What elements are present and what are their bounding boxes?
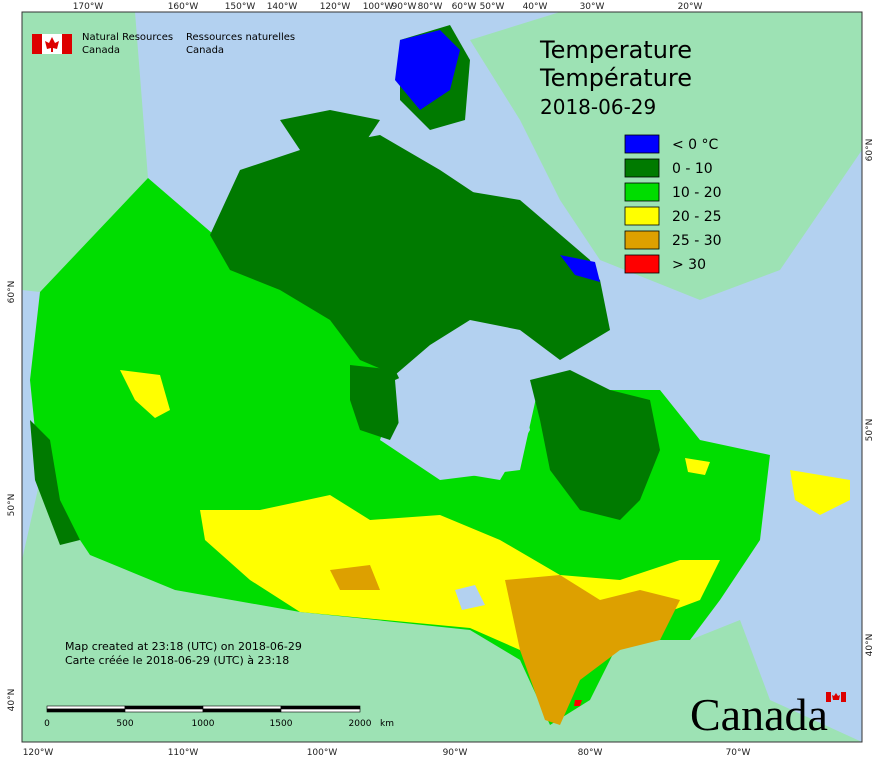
longitude-label: 50°W	[480, 2, 505, 12]
legend-swatch	[624, 158, 660, 178]
legend-label: < 0 °C	[672, 137, 719, 153]
longitude-label: 70°W	[726, 748, 751, 758]
longitude-label: 100°W	[307, 748, 338, 758]
scale-label: 1500	[270, 719, 293, 729]
scale-segment	[46, 705, 126, 710]
longitude-label: 120°W	[320, 2, 351, 12]
longitude-label: 30°W	[580, 2, 605, 12]
longitude-label: 170°W	[73, 2, 104, 12]
maple-leaf	[45, 37, 59, 52]
legend-swatch	[624, 206, 660, 226]
map-frame	[21, 11, 863, 743]
alaska	[22, 12, 148, 292]
lake	[455, 585, 485, 610]
longitude-label: 110°W	[168, 748, 199, 758]
scale-label: 2000	[349, 719, 372, 729]
scale-segment	[280, 708, 361, 713]
land	[22, 12, 862, 742]
hudson-bay	[395, 355, 530, 480]
temperature-zone	[790, 470, 850, 515]
scale-label: 1000	[192, 719, 215, 729]
temperature-zone	[530, 370, 660, 520]
wordmark: Canada	[690, 689, 828, 740]
longitude-label: 120°W	[23, 748, 54, 758]
scale-segment	[124, 705, 204, 710]
temperature-zone	[350, 365, 410, 440]
longitude-label: 40°W	[523, 2, 548, 12]
scale-segment	[202, 705, 282, 710]
latitude-label: 50°N	[865, 419, 875, 442]
latitude-label: 60°N	[7, 281, 17, 304]
title: Temperature	[539, 36, 692, 64]
longitude-label: 90°W	[392, 2, 417, 12]
agency-fr: Canada	[186, 45, 224, 56]
legend-swatch	[624, 254, 660, 274]
flag-bar	[841, 692, 846, 702]
temperature-zone	[330, 565, 380, 590]
latitude-label: 60°N	[865, 139, 875, 162]
legend-swatch	[624, 230, 660, 250]
title: Température	[539, 64, 692, 92]
legend-label: 0 - 10	[672, 161, 713, 177]
agency-en: Canada	[82, 45, 120, 56]
temperature-zones	[30, 25, 850, 725]
longitude-label: 150°W	[225, 2, 256, 12]
credit: Map created at 23:18 (UTC) on 2018-06-29	[65, 640, 302, 653]
temperature-zone	[280, 110, 380, 150]
longitude-label: 60°W	[452, 2, 477, 12]
temperature-zone	[685, 458, 710, 475]
date: 2018-06-29	[540, 95, 656, 119]
temperature-zone	[395, 30, 460, 110]
maple-leaf	[832, 693, 840, 700]
scale-segment	[280, 705, 361, 710]
longitude-label: 90°W	[443, 748, 468, 758]
longitude-label: 80°W	[418, 2, 443, 12]
longitude-label: 140°W	[267, 2, 298, 12]
longitude-label: 80°W	[578, 748, 603, 758]
scale-bar: 0 500 1000 1500 2000 km	[44, 705, 394, 729]
scale-segment	[202, 708, 282, 713]
usa	[22, 480, 862, 742]
longitude-label: 160°W	[168, 2, 199, 12]
latitude-label: 40°N	[865, 634, 875, 657]
greenland	[470, 12, 862, 300]
flag-bar	[62, 34, 72, 54]
scale-segment	[46, 708, 126, 713]
scale-label: 0	[44, 719, 50, 729]
flag-bar	[32, 34, 42, 54]
scale-segment	[124, 708, 204, 713]
legend-swatch	[624, 182, 660, 202]
longitude-label: 100°W	[363, 2, 394, 12]
legend-label: 25 - 30	[672, 233, 722, 249]
latitude-label: 40°N	[7, 689, 17, 712]
legend-label: 10 - 20	[672, 185, 722, 201]
legend-label: > 30	[672, 257, 706, 273]
scale-label: 500	[116, 719, 133, 729]
wordmark-flag	[826, 692, 846, 702]
temperature-zone	[560, 255, 600, 282]
agency-en: Natural Resources	[82, 32, 173, 43]
longitude-label: 20°W	[678, 2, 703, 12]
legend-swatch	[624, 134, 660, 154]
flag-bar	[826, 692, 831, 702]
temperature-zone	[210, 135, 610, 375]
header-flag	[32, 34, 72, 54]
agency-fr: Ressources naturelles	[186, 32, 295, 43]
temperature-zone	[505, 575, 680, 725]
credit: Carte créée le 2018-06-29 (UTC) à 23:18	[65, 654, 289, 667]
legend-label: 20 - 25	[672, 209, 722, 225]
temperature-zone	[120, 370, 170, 418]
latitude-label: 50°N	[7, 494, 17, 517]
temperature-zone	[30, 420, 80, 545]
scale-unit: km	[380, 719, 394, 729]
temperature-zone	[574, 700, 582, 706]
